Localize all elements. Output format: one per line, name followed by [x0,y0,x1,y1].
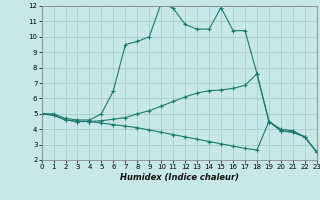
X-axis label: Humidex (Indice chaleur): Humidex (Indice chaleur) [120,173,239,182]
